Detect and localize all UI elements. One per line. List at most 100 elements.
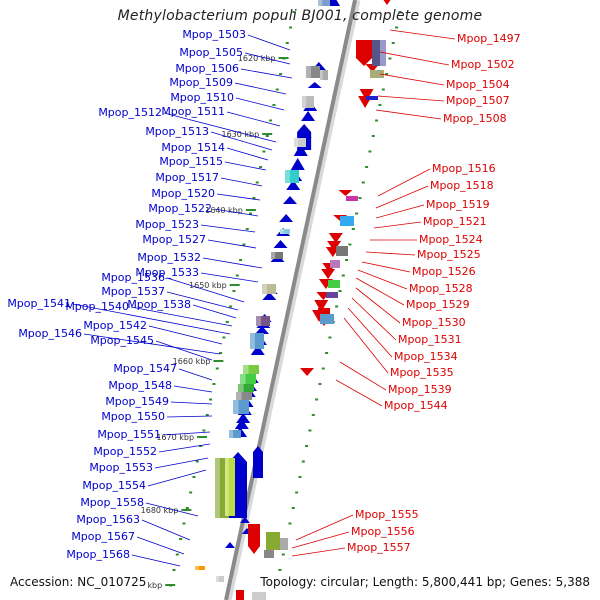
gene-label-left: Mpop_1567 bbox=[71, 530, 135, 543]
gene-block bbox=[380, 40, 386, 66]
gene-block bbox=[271, 252, 283, 259]
gene-label-right: Mpop_1504 bbox=[446, 78, 510, 91]
gene-label-left: Mpop_1563 bbox=[76, 513, 140, 526]
gene-block-highlight bbox=[243, 365, 249, 374]
label-leader-left bbox=[200, 224, 256, 233]
label-leader-left bbox=[158, 443, 211, 453]
label-leader-right bbox=[355, 287, 401, 324]
gene-label-left: Mpop_1533 bbox=[135, 266, 199, 279]
gene-block bbox=[233, 400, 249, 414]
gene-block bbox=[252, 592, 266, 600]
gene-block-highlight bbox=[320, 70, 323, 80]
gene-block bbox=[195, 566, 205, 570]
gene-block bbox=[266, 532, 280, 550]
label-leader-left bbox=[145, 502, 199, 517]
label-leader-left bbox=[200, 272, 259, 283]
label-leader-right bbox=[355, 277, 405, 306]
gene-label-right: Mpop_1556 bbox=[351, 525, 415, 538]
gene-block bbox=[320, 314, 334, 324]
gene-block-highlight bbox=[195, 566, 199, 570]
label-leader-left bbox=[141, 519, 191, 541]
label-leader-left bbox=[173, 385, 213, 393]
gene-label-left: Mpop_1506 bbox=[175, 62, 239, 75]
gene-label-right: Mpop_1526 bbox=[412, 265, 476, 278]
label-leader-right bbox=[389, 29, 456, 40]
gene-block bbox=[366, 96, 378, 100]
label-leader-left bbox=[224, 161, 267, 171]
gene-label-left: Mpop_1505 bbox=[179, 46, 243, 59]
gene-arrow-right bbox=[383, 0, 391, 5]
label-leader-left bbox=[234, 82, 287, 95]
gene-block-highlight bbox=[236, 392, 242, 400]
gene-block-right bbox=[248, 524, 260, 554]
label-leader-left bbox=[247, 34, 291, 51]
label-leader-left bbox=[154, 457, 209, 469]
gene-block-highlight bbox=[294, 138, 299, 147]
label-leader-right bbox=[377, 168, 431, 197]
gene-block-highlight bbox=[285, 170, 290, 183]
gene-label-left: Mpop_1520 bbox=[151, 187, 215, 200]
gene-block bbox=[225, 458, 235, 516]
kbp-label: 1620 kbp bbox=[238, 54, 276, 63]
gene-block-highlight bbox=[233, 400, 239, 414]
label-leader-right bbox=[379, 73, 445, 86]
gene-arrow-right bbox=[327, 241, 342, 251]
gene-block bbox=[236, 392, 252, 400]
gene-arrow-left bbox=[273, 240, 288, 248]
gene-block-highlight bbox=[256, 316, 261, 326]
label-leader-left bbox=[163, 112, 277, 143]
label-leader-left bbox=[235, 97, 285, 111]
gene-label-left: Mpop_1548 bbox=[108, 379, 172, 392]
gene-arrow-left bbox=[240, 517, 250, 523]
gene-label-right: Mpop_1502 bbox=[451, 58, 515, 71]
gene-block bbox=[340, 216, 354, 226]
backbone bbox=[224, 0, 357, 600]
label-leader-right bbox=[343, 317, 389, 374]
gene-label-left: Mpop_1514 bbox=[161, 141, 225, 154]
gene-label-right: Mpop_1508 bbox=[443, 112, 507, 125]
gene-block-highlight bbox=[238, 384, 244, 392]
gene-block bbox=[306, 66, 320, 78]
gene-label-left: Mpop_1536 bbox=[101, 271, 165, 284]
gene-block bbox=[346, 196, 358, 201]
gene-block-highlight bbox=[250, 333, 255, 349]
gene-label-right: Mpop_1534 bbox=[394, 350, 458, 363]
gene-block-left bbox=[253, 446, 263, 478]
gene-block-highlight bbox=[280, 229, 284, 234]
gene-block-highlight bbox=[306, 66, 311, 78]
gene-block bbox=[238, 384, 254, 392]
gene-arrow-left bbox=[262, 292, 277, 300]
label-leader-left bbox=[155, 340, 213, 361]
gene-label-left: Mpop_1553 bbox=[89, 461, 153, 474]
gene-block bbox=[320, 70, 328, 80]
label-leader-left bbox=[220, 177, 263, 187]
gene-label-right: Mpop_1529 bbox=[406, 298, 470, 311]
gene-block-highlight bbox=[271, 252, 276, 259]
gene-block-highlight bbox=[215, 458, 220, 518]
gene-block bbox=[264, 550, 274, 558]
label-leader-left bbox=[83, 333, 221, 355]
label-leader-left bbox=[130, 306, 233, 327]
gene-label-left: Mpop_1510 bbox=[170, 91, 234, 104]
gene-label-left: Mpop_1558 bbox=[80, 496, 144, 509]
label-leader-left bbox=[131, 554, 181, 567]
gene-arrow-left bbox=[236, 413, 251, 423]
label-leader-right bbox=[361, 261, 411, 273]
gene-label-left: Mpop_1542 bbox=[83, 319, 147, 332]
gene-label-left: Mpop_1568 bbox=[66, 548, 130, 561]
label-leader-left bbox=[192, 304, 237, 319]
gene-arrow-left bbox=[279, 214, 294, 222]
label-leader-left bbox=[216, 193, 261, 201]
gene-label-left: Mpop_1523 bbox=[135, 218, 199, 231]
label-leader-right bbox=[377, 95, 445, 102]
gene-label-right: Mpop_1524 bbox=[419, 233, 483, 246]
gene-label-left: Mpop_1512 bbox=[98, 106, 162, 119]
kbp-label: 1650 kbp bbox=[189, 281, 227, 290]
gene-block-highlight bbox=[262, 284, 267, 294]
gene-arrow-right bbox=[314, 300, 329, 312]
gene-label-left: Mpop_1511 bbox=[161, 105, 225, 118]
gene-arrow-left bbox=[286, 180, 301, 190]
gene-label-left: Mpop_1522 bbox=[148, 202, 212, 215]
